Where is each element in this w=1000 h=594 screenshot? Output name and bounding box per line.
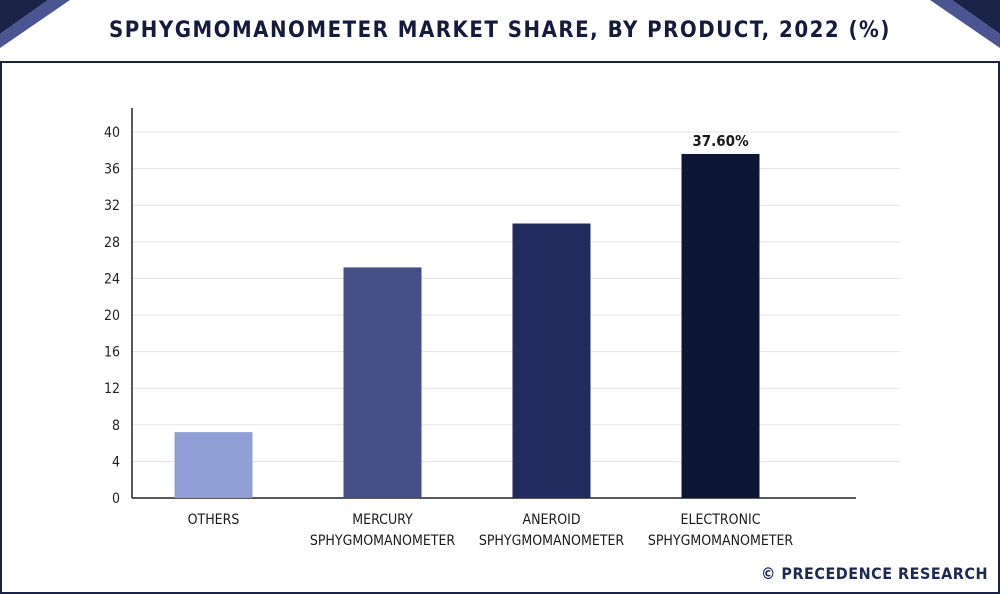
- y-tick-label: 28: [104, 235, 120, 251]
- y-tick-label: 36: [104, 162, 120, 178]
- source-credit: © PRECEDENCE RESEARCH: [761, 564, 988, 583]
- data-label: 37.60%: [692, 132, 749, 150]
- x-tick-label: ELECTRONIC: [680, 512, 760, 528]
- corner-right-accent: [930, 0, 1000, 48]
- corner-left-accent: [0, 0, 70, 48]
- bar: [512, 223, 591, 498]
- bar: [343, 267, 422, 498]
- bar: [174, 432, 253, 498]
- x-tick-label: MERCURY: [352, 512, 413, 528]
- y-tick-label: 40: [104, 125, 120, 141]
- x-tick-label: ANEROID: [522, 512, 580, 528]
- x-tick-label: SPHYGMOMANOMETER: [310, 533, 456, 549]
- y-tick-label: 12: [104, 381, 120, 397]
- y-tick-label: 20: [104, 308, 120, 324]
- y-tick-label: 32: [104, 198, 120, 214]
- x-tick-label: OTHERS: [188, 512, 240, 528]
- title-divider: [0, 61, 1000, 63]
- x-tick-label: SPHYGMOMANOMETER: [648, 533, 794, 549]
- y-tick-label: 16: [104, 345, 120, 361]
- y-tick-label: 4: [112, 454, 120, 470]
- y-tick-label: 0: [112, 491, 120, 507]
- y-tick-label: 24: [104, 271, 120, 287]
- banner-corners: [0, 0, 1000, 48]
- bar: [681, 153, 760, 498]
- title-banner: SPHYGMOMANOMETER MARKET SHARE, BY PRODUC…: [0, 0, 1000, 63]
- y-tick-label: 8: [112, 418, 120, 434]
- chart-title: SPHYGMOMANOMETER MARKET SHARE, BY PRODUC…: [109, 18, 891, 43]
- x-tick-label: SPHYGMOMANOMETER: [479, 533, 625, 549]
